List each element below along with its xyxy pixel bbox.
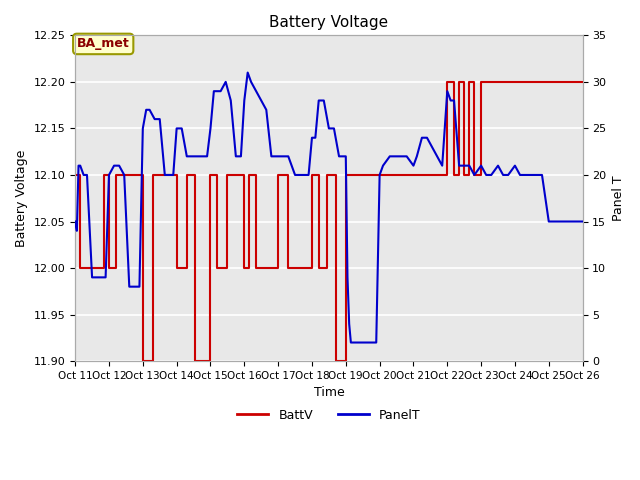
X-axis label: Time: Time [314,386,344,399]
Y-axis label: Battery Voltage: Battery Voltage [15,150,28,247]
Text: BA_met: BA_met [77,37,129,50]
Title: Battery Voltage: Battery Voltage [269,15,388,30]
Y-axis label: Panel T: Panel T [612,175,625,221]
Legend: BattV, PanelT: BattV, PanelT [232,404,426,427]
